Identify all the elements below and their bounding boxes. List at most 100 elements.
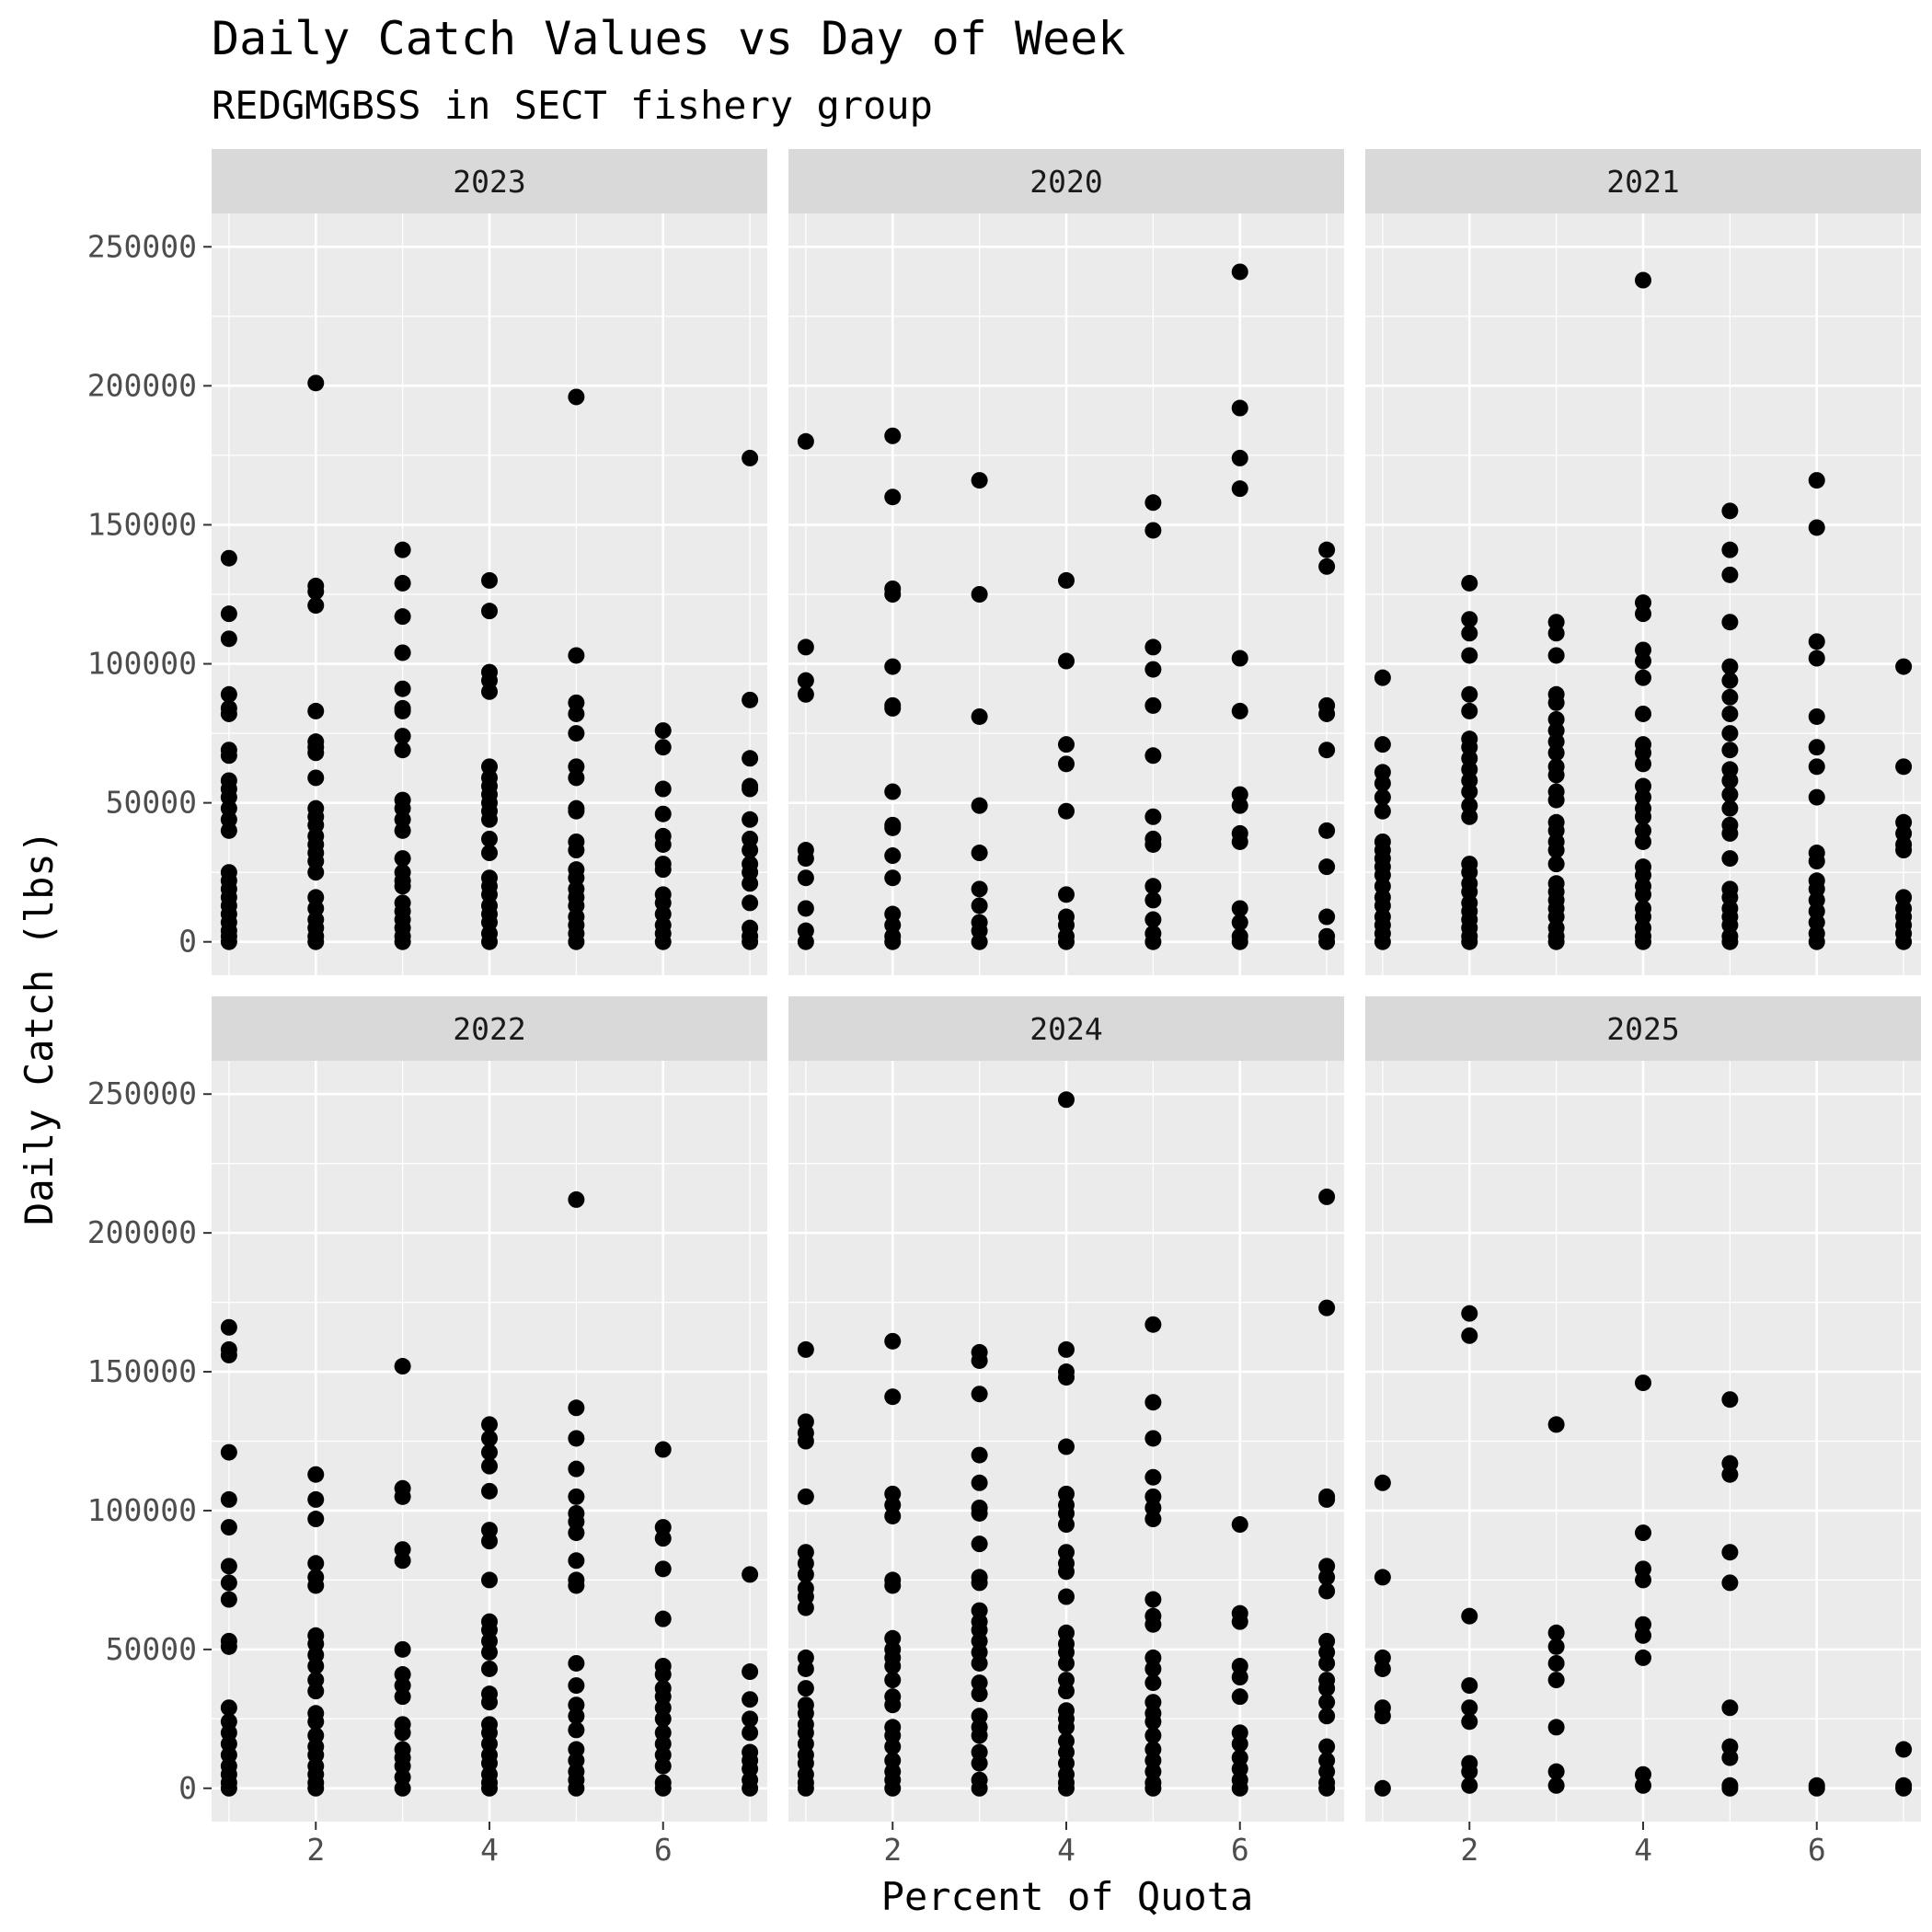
data-point (1144, 1713, 1162, 1731)
data-point (1895, 842, 1913, 859)
data-point (1461, 783, 1478, 800)
data-point (1058, 1683, 1075, 1700)
data-point (1231, 797, 1248, 814)
y-tick-label: 100000 (87, 646, 197, 682)
data-point (1635, 605, 1651, 623)
data-point (971, 1654, 988, 1672)
data-point (1635, 705, 1651, 722)
data-point (1895, 1741, 1913, 1758)
data-point (394, 728, 411, 745)
data-point (1058, 1438, 1075, 1455)
y-tick-label: 50000 (106, 1631, 197, 1667)
data-point (797, 672, 814, 689)
data-point (1374, 1569, 1391, 1586)
data-point (1058, 736, 1075, 753)
data-point (1635, 755, 1651, 773)
y-tick-label: 150000 (87, 1353, 197, 1389)
data-point (568, 1399, 585, 1417)
data-point (568, 1524, 585, 1542)
data-point (971, 1727, 988, 1744)
data-point (1461, 808, 1478, 825)
data-point (1461, 1677, 1478, 1695)
data-point (307, 864, 325, 881)
data-point (797, 900, 814, 917)
data-point (307, 1511, 325, 1528)
data-point (1721, 850, 1739, 868)
data-point (971, 1779, 988, 1797)
data-point (1635, 1777, 1651, 1794)
data-point (1318, 908, 1336, 926)
data-point (884, 489, 902, 506)
facet-strip (788, 996, 1344, 1061)
data-point (884, 783, 902, 800)
data-point (1721, 786, 1739, 803)
data-point (1318, 558, 1336, 575)
data-point (1461, 611, 1478, 628)
data-point (742, 933, 759, 950)
chart-subtitle: REDGMGBSS in SECT fishery group (212, 83, 933, 128)
data-point (394, 702, 411, 719)
data-point (884, 699, 902, 717)
data-point (307, 1555, 325, 1572)
data-points (1374, 1305, 1913, 1797)
y-tick-label: 150000 (87, 506, 197, 542)
data-point (1374, 1474, 1391, 1491)
data-point (654, 1610, 672, 1627)
data-point (1318, 1680, 1336, 1697)
data-point (742, 691, 759, 708)
y-tick-label: 200000 (87, 367, 197, 403)
data-point (220, 605, 237, 623)
data-point (1721, 1466, 1739, 1483)
data-point (220, 630, 237, 648)
data-point (481, 933, 498, 950)
data-point (742, 1724, 759, 1742)
x-tick-label: 2 (306, 1832, 325, 1868)
data-point (797, 1660, 814, 1677)
data-point (481, 1571, 498, 1589)
data-point (1635, 271, 1651, 289)
data-point (797, 1432, 814, 1450)
data-point (1231, 1516, 1248, 1534)
data-point (1721, 824, 1739, 842)
data-point (1547, 694, 1565, 711)
data-point (481, 845, 498, 862)
y-tick-label: 50000 (106, 785, 197, 821)
data-point (1231, 650, 1248, 667)
data-point (1721, 541, 1739, 558)
data-point (394, 1779, 411, 1797)
data-point (971, 1446, 988, 1464)
data-point (307, 1490, 325, 1508)
data-point (971, 1685, 988, 1703)
data-point (1231, 914, 1248, 931)
data-point (971, 472, 988, 489)
data-point (654, 1779, 672, 1797)
y-tick-label: 0 (178, 924, 197, 960)
facet-strip-label: 2025 (1606, 1011, 1679, 1047)
x-tick-label: 6 (1231, 1832, 1249, 1868)
data-point (307, 744, 325, 762)
data-point (481, 1533, 498, 1550)
data-point (1058, 1779, 1075, 1797)
data-point (1461, 1763, 1478, 1780)
data-point (1318, 1779, 1336, 1797)
data-point (394, 541, 411, 558)
data-point (884, 933, 902, 950)
data-point (568, 1430, 585, 1447)
data-point (1231, 449, 1248, 466)
data-point (481, 811, 498, 828)
data-point (1231, 1779, 1248, 1797)
data-point (654, 933, 672, 950)
data-point (971, 1351, 988, 1369)
data-point (220, 1318, 237, 1336)
data-point (1461, 625, 1478, 642)
data-point (220, 1558, 237, 1575)
data-point (1808, 933, 1825, 950)
data-point (1721, 502, 1739, 520)
data-point (1461, 1327, 1478, 1344)
data-point (742, 449, 759, 466)
data-point (1144, 661, 1162, 678)
data-point (1144, 747, 1162, 765)
data-point (1635, 886, 1651, 903)
data-point (1895, 1779, 1913, 1797)
x-tick-label: 6 (1808, 1832, 1826, 1868)
